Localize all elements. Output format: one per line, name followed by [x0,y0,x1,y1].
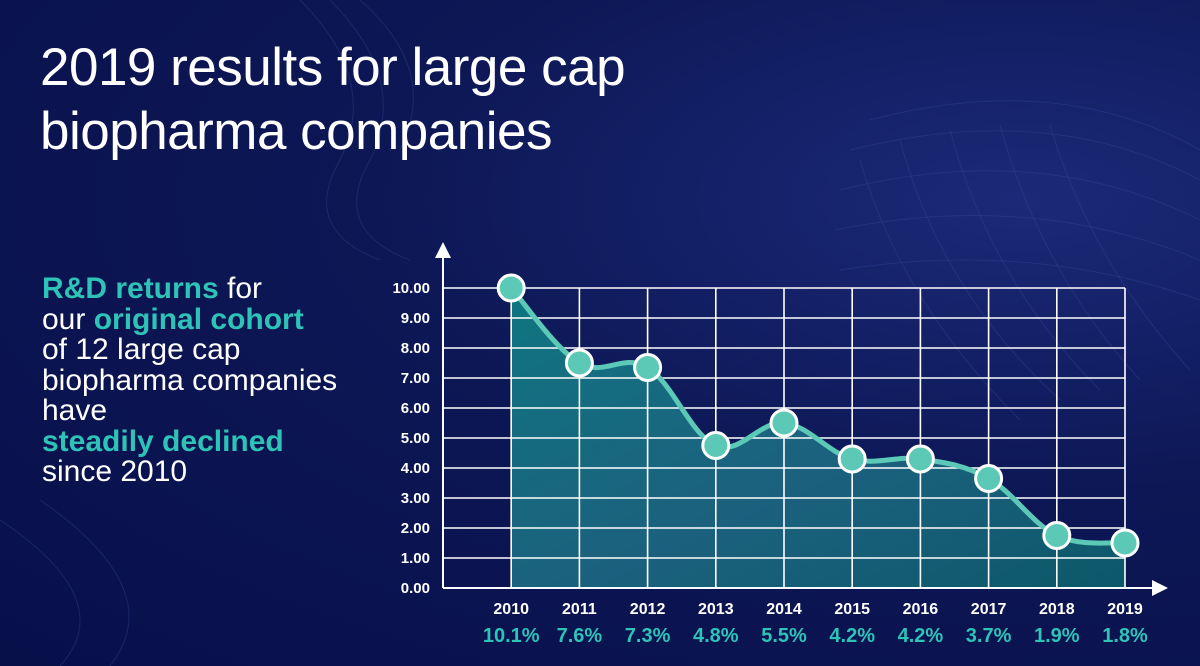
x-axis-arrow [1152,580,1168,596]
x-tick-label: 2012 [630,601,666,618]
y-tick-label: 0.00 [401,580,430,597]
y-tick-label: 2.00 [401,520,430,537]
data-value-label: 7.6% [557,625,603,647]
title-line-2: biopharma companies [40,102,552,161]
data-value-label: 4.8% [693,625,739,647]
y-tick-label: 9.00 [401,310,430,327]
title-line-1: 2019 results for large cap [40,38,626,97]
x-tick-label: 2017 [971,601,1007,618]
x-tick-label: 2011 [562,601,597,618]
highlight-original-cohort: original cohort [93,302,304,336]
x-tick-label: 2019 [1107,601,1143,618]
data-point [564,348,594,378]
data-point [496,273,526,303]
highlight-steadily-declined: steadily declined [42,424,284,458]
side-text-our: our [42,302,94,336]
x-tick-label: 2010 [493,601,529,618]
side-description: R&D returns for our original cohort of 1… [42,272,372,488]
data-point [1042,521,1072,550]
highlight-rd-returns: R&D returns [42,272,219,305]
y-tick-label: 8.00 [401,340,430,357]
x-tick-label: 2015 [834,601,870,618]
data-point [905,444,935,474]
y-tick-label: 6.00 [401,400,430,417]
side-text-since: since 2010 [42,455,188,488]
x-tick-label: 2018 [1039,601,1075,618]
data-point [974,464,1004,493]
data-point [837,444,867,474]
y-tick-label: 3.00 [401,490,430,507]
series-line [509,286,1126,546]
data-value-label: 1.8% [1102,625,1148,647]
data-value-label: 5.5% [761,625,807,647]
y-tick-label: 10.00 [392,280,430,297]
x-tick-label: 2016 [903,601,939,618]
data-value-label: 3.7% [966,625,1012,647]
data-point [633,353,663,382]
x-tick-label: 2014 [766,601,802,618]
data-value-label: 4.2% [829,625,875,647]
side-text-for: for [218,272,263,305]
y-axis-arrow [435,242,451,258]
y-tick-label: 7.00 [401,370,430,387]
grid [443,287,1126,589]
y-tick-label: 4.00 [401,460,430,477]
data-value-label: 4.2% [898,625,944,647]
y-tick-label: 1.00 [401,550,430,567]
data-value-label: 10.1% [483,625,540,647]
data-value-label: 7.3% [625,625,671,647]
data-point [701,431,731,460]
page-title: 2019 results for large cap biopharma com… [40,36,860,164]
side-text-cohort: of 12 large cap biopharma companies have [42,333,338,427]
data-point [769,408,799,438]
x-tick-label: 2013 [698,601,734,618]
y-tick-label: 5.00 [401,430,430,447]
data-point [1110,528,1140,558]
area-fill [511,288,1125,588]
data-value-label: 1.9% [1034,625,1080,647]
